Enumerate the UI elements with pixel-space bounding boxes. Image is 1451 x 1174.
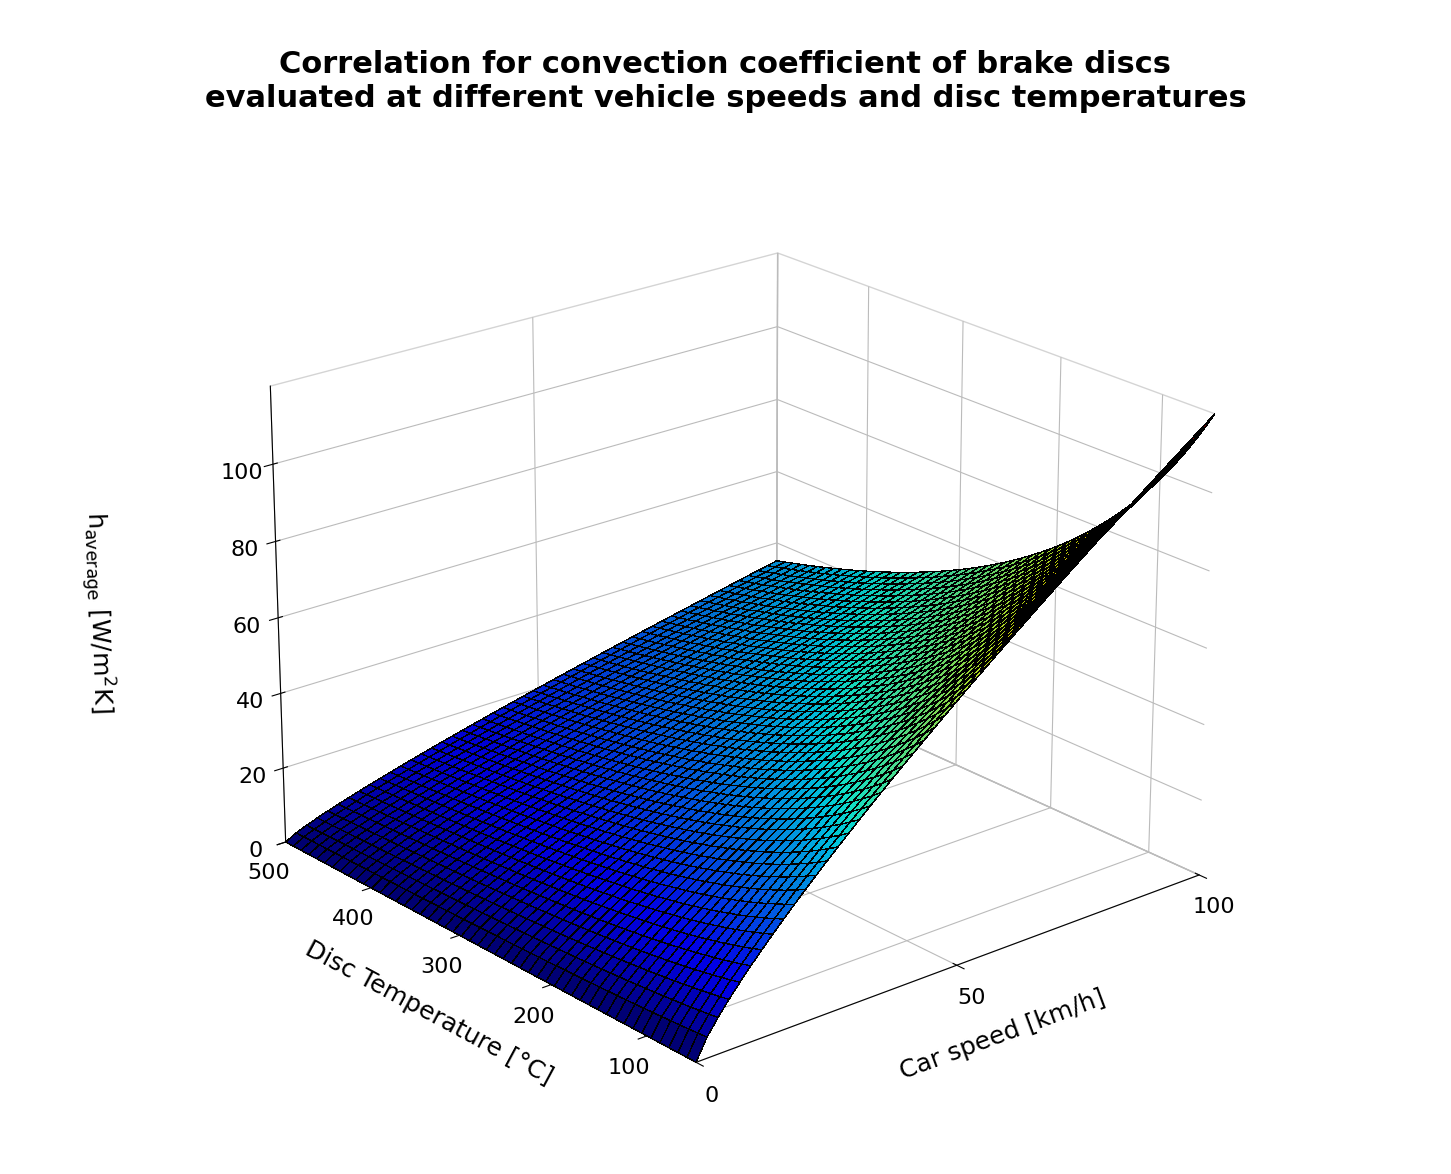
Y-axis label: Disc Temperature [°C]: Disc Temperature [°C] <box>300 937 556 1088</box>
X-axis label: Car speed [km/h]: Car speed [km/h] <box>897 986 1109 1084</box>
Title: Correlation for convection coefficient of brake discs
evaluated at different veh: Correlation for convection coefficient o… <box>205 50 1246 113</box>
